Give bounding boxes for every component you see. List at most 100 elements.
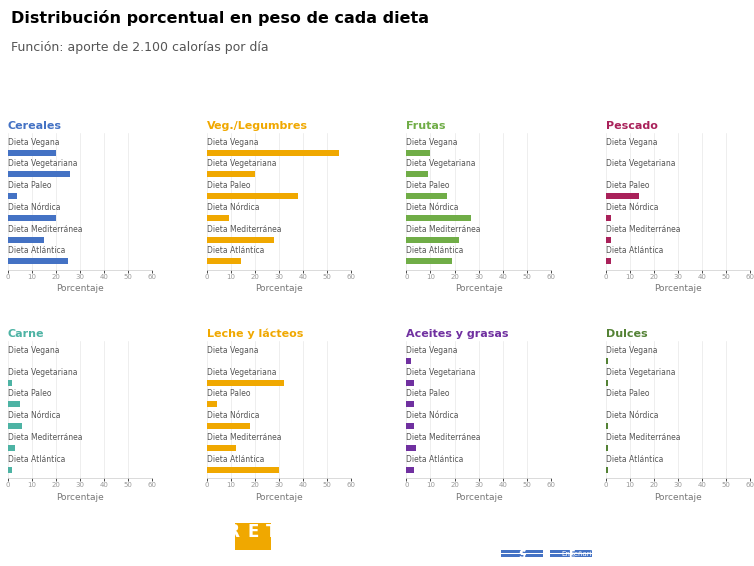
Text: Dieta Mediterránea: Dieta Mediterránea (8, 433, 82, 442)
Bar (207, 466, 279, 473)
Bar (8, 149, 56, 156)
X-axis label: Porcentaje: Porcentaje (455, 284, 502, 293)
Text: Dieta Nórdica: Dieta Nórdica (406, 203, 459, 212)
Text: E: E (568, 550, 575, 560)
Text: E: E (247, 523, 259, 541)
Text: Dieta Vegetariana: Dieta Vegetariana (605, 160, 676, 168)
Text: Superior de: Superior de (562, 538, 602, 544)
Text: Dieta Vegana: Dieta Vegana (605, 138, 657, 147)
Text: Dieta Mediterránea: Dieta Mediterránea (207, 225, 281, 234)
Text: Dieta Vegetariana: Dieta Vegetariana (406, 160, 476, 168)
Bar (605, 466, 608, 473)
Text: Dieta Mediterránea: Dieta Mediterránea (207, 433, 281, 442)
Text: Dieta Atlántica: Dieta Atlántica (406, 246, 464, 255)
X-axis label: Porcentaje: Porcentaje (455, 492, 502, 501)
X-axis label: Porcentaje: Porcentaje (654, 492, 702, 501)
Text: Dieta Vegana: Dieta Vegana (8, 346, 59, 355)
FancyBboxPatch shape (550, 550, 592, 553)
Bar (8, 380, 12, 385)
FancyBboxPatch shape (501, 554, 543, 556)
Bar (605, 193, 639, 199)
Text: USC: USC (675, 528, 719, 547)
Text: Dieta Nórdica: Dieta Nórdica (207, 203, 259, 212)
Bar (406, 171, 428, 177)
Text: Environmental Technologies: Environmental Technologies (324, 545, 432, 554)
Bar (605, 237, 611, 243)
Text: Distribución porcentual en peso de cada dieta: Distribución porcentual en peso de cada … (11, 10, 429, 26)
Bar (605, 445, 608, 451)
Bar (207, 237, 274, 243)
Text: Dieta Vegetariana: Dieta Vegetariana (207, 160, 277, 168)
FancyBboxPatch shape (501, 550, 543, 553)
Bar (8, 193, 17, 199)
Text: CR: CR (215, 523, 240, 541)
Bar (207, 423, 250, 429)
Bar (406, 258, 452, 264)
Text: Dieta Vegetariana: Dieta Vegetariana (605, 367, 676, 376)
Text: Cereales: Cereales (8, 121, 62, 131)
Text: Leche y lácteos: Leche y lácteos (207, 329, 303, 339)
Text: Carne: Carne (8, 329, 44, 339)
Text: Escola Técnica: Escola Técnica (562, 525, 612, 531)
Bar (406, 445, 416, 451)
Text: Dieta Atlántica: Dieta Atlántica (207, 454, 265, 464)
Text: Dieta Paleo: Dieta Paleo (8, 389, 51, 398)
Text: Dieta Nórdica: Dieta Nórdica (406, 411, 459, 420)
Text: Dieta Vegana: Dieta Vegana (406, 138, 458, 147)
Text: Dieta Mediterránea: Dieta Mediterránea (605, 433, 680, 442)
Text: Dieta Atlántica: Dieta Atlántica (605, 454, 663, 464)
Text: Dieta Paleo: Dieta Paleo (605, 389, 649, 398)
Bar (8, 423, 22, 429)
Bar (406, 358, 411, 364)
Text: Dieta Atlántica: Dieta Atlántica (8, 246, 65, 255)
Text: Dieta Vegetariana: Dieta Vegetariana (8, 160, 77, 168)
Text: TUS: TUS (265, 523, 302, 541)
Bar (8, 171, 70, 177)
Bar (207, 149, 339, 156)
Text: Dieta Vegana: Dieta Vegana (605, 346, 657, 355)
Text: Frutas: Frutas (406, 121, 446, 131)
Text: Dieta Paleo: Dieta Paleo (207, 389, 250, 398)
Bar (406, 466, 413, 473)
Bar (605, 380, 608, 385)
Text: Dieta Nórdica: Dieta Nórdica (207, 411, 259, 420)
Bar (406, 149, 431, 156)
Text: E: E (519, 547, 526, 557)
Bar (605, 358, 608, 364)
Text: Dieta Paleo: Dieta Paleo (8, 181, 51, 190)
Bar (406, 423, 413, 429)
Bar (406, 237, 459, 243)
Bar (8, 237, 44, 243)
Text: Dieta Mediterránea: Dieta Mediterránea (406, 225, 481, 234)
Text: Group of Environmental Biotechnology: Group of Environmental Biotechnology (17, 551, 123, 555)
Text: Dieta Vegana: Dieta Vegana (406, 346, 458, 355)
Text: Dieta Vegana: Dieta Vegana (207, 138, 259, 147)
Bar (207, 171, 255, 177)
Text: Dieta Nórdica: Dieta Nórdica (8, 411, 60, 420)
Text: Veg./Legumbres: Veg./Legumbres (207, 121, 308, 131)
Text: Dieta Atlántica: Dieta Atlántica (406, 454, 464, 464)
Bar (207, 401, 216, 408)
Text: Aceites y grasas: Aceites y grasas (406, 329, 509, 339)
Bar (207, 215, 228, 221)
X-axis label: Porcentaje: Porcentaje (256, 284, 303, 293)
Bar (605, 423, 608, 429)
Text: Cross-Research in: Cross-Research in (324, 522, 393, 531)
Text: Dieta Nórdica: Dieta Nórdica (605, 411, 658, 420)
Text: Group: Group (57, 523, 94, 536)
X-axis label: Porcentaje: Porcentaje (256, 492, 303, 501)
FancyBboxPatch shape (235, 523, 271, 550)
Text: Dulces: Dulces (605, 329, 648, 339)
X-axis label: Porcentaje: Porcentaje (56, 284, 103, 293)
Text: Dieta Atlántica: Dieta Atlántica (8, 454, 65, 464)
Bar (207, 445, 236, 451)
FancyBboxPatch shape (550, 554, 592, 556)
Text: Función: aporte de 2.100 calorías por día: Función: aporte de 2.100 calorías por dí… (11, 41, 269, 54)
Bar (207, 380, 284, 385)
Bar (605, 258, 611, 264)
Text: Dieta Vegetariana: Dieta Vegetariana (8, 367, 77, 376)
Text: Dieta Vegana: Dieta Vegana (8, 138, 59, 147)
Bar (207, 258, 241, 264)
Bar (8, 466, 12, 473)
Text: Dieta Paleo: Dieta Paleo (605, 181, 649, 190)
